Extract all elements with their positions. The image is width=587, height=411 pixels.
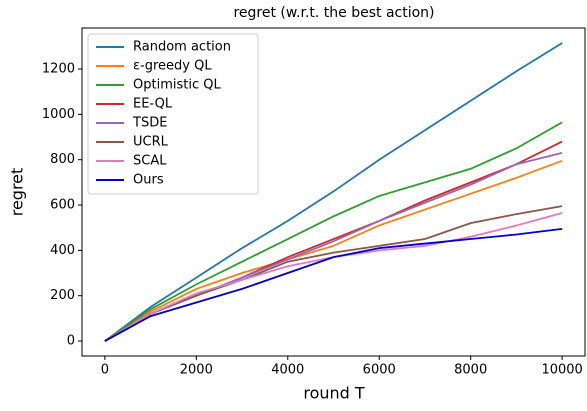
y-tick-label: 200 bbox=[50, 288, 75, 303]
x-axis-label: round T bbox=[303, 384, 365, 403]
legend-label: EE-QL bbox=[133, 97, 173, 112]
legend-label: UCRL bbox=[133, 135, 169, 150]
series-line bbox=[104, 212, 563, 342]
legend-label: TSDE bbox=[132, 116, 167, 131]
y-tick-label: 1200 bbox=[42, 62, 75, 77]
series-line bbox=[104, 42, 563, 342]
legend-label: Optimistic QL bbox=[133, 78, 221, 93]
y-tick-label: 400 bbox=[50, 243, 75, 258]
y-tick-label: 1000 bbox=[42, 107, 75, 122]
plot-frame bbox=[81, 27, 586, 357]
y-tick-label: 800 bbox=[50, 152, 75, 167]
series-line bbox=[104, 121, 563, 342]
series-line bbox=[104, 159, 563, 342]
x-tick-label: 0 bbox=[101, 363, 109, 378]
legend-label: Ours bbox=[133, 173, 164, 188]
x-tick-label: 10000 bbox=[541, 363, 582, 378]
y-tick-label: 0 bbox=[67, 334, 75, 349]
series-line bbox=[104, 227, 563, 342]
x-tick-label: 4000 bbox=[271, 363, 304, 378]
chart-title: regret (w.r.t. the best action) bbox=[233, 5, 434, 21]
x-tick-label: 2000 bbox=[180, 363, 213, 378]
x-tick-label: 6000 bbox=[363, 363, 396, 378]
y-axis-label: regret bbox=[8, 168, 27, 217]
y-tick-label: 600 bbox=[50, 198, 75, 213]
legend-label: SCAL bbox=[133, 154, 167, 169]
legend-label: Random action bbox=[133, 40, 231, 55]
legend-label: ε-greedy QL bbox=[133, 59, 212, 74]
x-tick-label: 8000 bbox=[454, 363, 487, 378]
legend-box bbox=[87, 33, 259, 195]
series-line bbox=[104, 205, 563, 342]
